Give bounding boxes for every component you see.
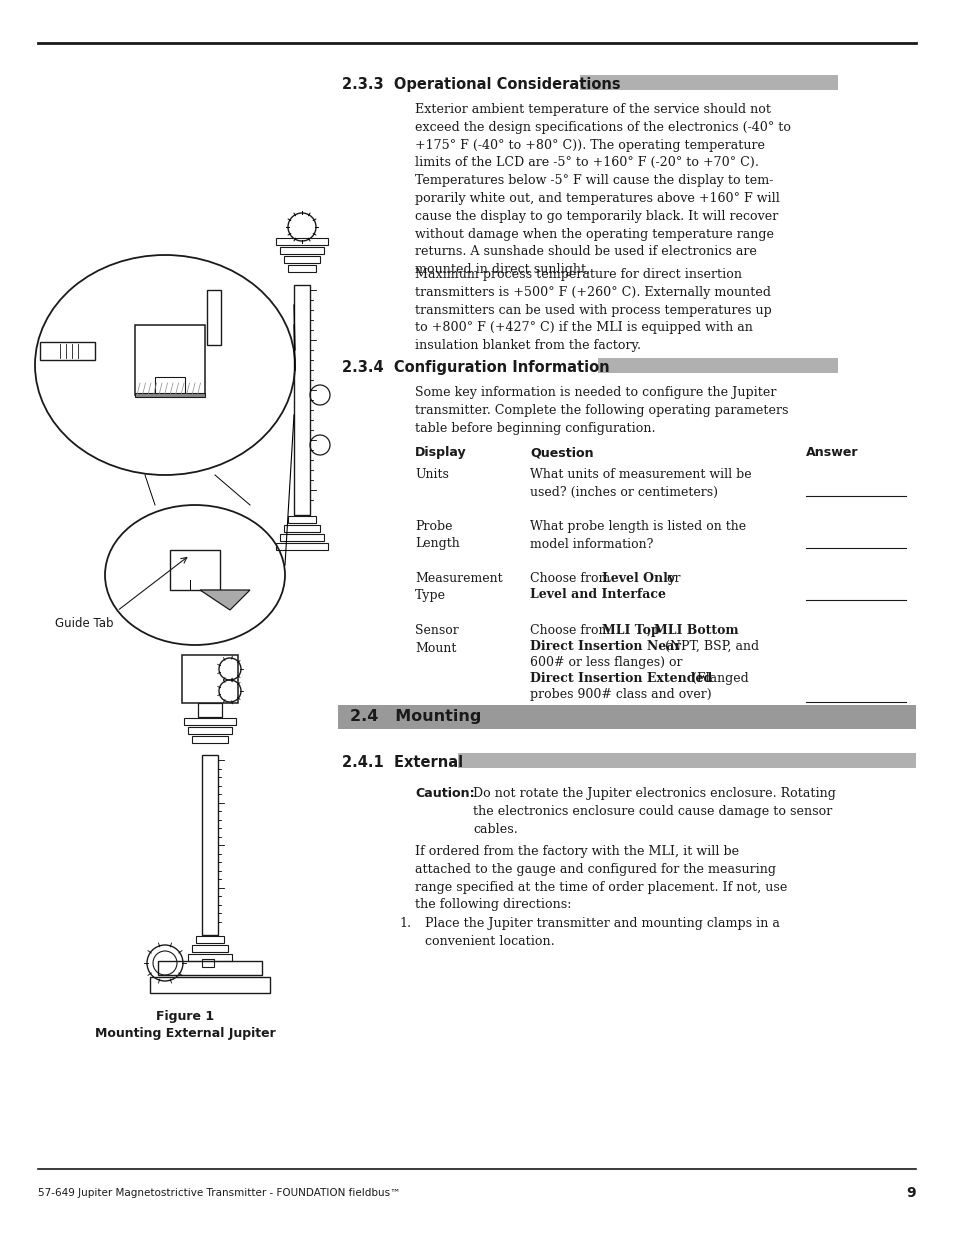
Text: Caution:: Caution:: [415, 787, 475, 800]
Text: Some key information is needed to configure the Jupiter
transmitter. Complete th: Some key information is needed to config…: [415, 387, 788, 435]
Text: Exterior ambient temperature of the service should not
exceed the design specifi: Exterior ambient temperature of the serv…: [415, 103, 790, 277]
Text: What probe length is listed on the
model information?: What probe length is listed on the model…: [530, 520, 745, 551]
Text: 600# or less flanges) or: 600# or less flanges) or: [530, 656, 681, 669]
Bar: [154, 377, 185, 395]
Bar: [195, 936, 224, 944]
Text: Direct Insertion Extended: Direct Insertion Extended: [530, 672, 712, 685]
Text: 2.4   Mounting: 2.4 Mounting: [350, 709, 481, 724]
Text: Display: Display: [415, 446, 466, 459]
Text: probes 900# class and over): probes 900# class and over): [530, 688, 711, 701]
Bar: [598, 358, 837, 373]
Text: MLI Bottom: MLI Bottom: [654, 624, 738, 637]
Bar: [135, 393, 205, 396]
Text: Do not rotate the Jupiter electronics enclosure. Rotating
the electronics enclos: Do not rotate the Jupiter electronics en…: [473, 787, 835, 836]
Text: (NPT, BSP, and: (NPT, BSP, and: [660, 640, 759, 653]
Bar: [184, 718, 235, 725]
Bar: [202, 960, 213, 967]
Bar: [284, 256, 319, 263]
Text: MLI Top: MLI Top: [601, 624, 659, 637]
Bar: [135, 325, 205, 395]
Text: 1.: 1.: [399, 918, 412, 930]
Text: Choose from: Choose from: [530, 572, 614, 585]
Text: Sensor
Mount: Sensor Mount: [415, 624, 458, 655]
Text: Figure 1: Figure 1: [155, 1010, 213, 1023]
Bar: [40, 342, 95, 359]
Bar: [288, 266, 315, 272]
Bar: [294, 285, 310, 515]
Text: Question: Question: [530, 446, 593, 459]
Bar: [158, 961, 262, 974]
Bar: [275, 238, 328, 245]
Text: Place the Jupiter transmitter and mounting clamps in a
convenient location.: Place the Jupiter transmitter and mounti…: [424, 918, 779, 947]
Bar: [192, 736, 228, 743]
Bar: [188, 953, 232, 961]
Text: 9: 9: [905, 1186, 915, 1200]
Text: ,: ,: [646, 624, 654, 637]
Bar: [288, 516, 315, 522]
Text: Direct Insertion Near: Direct Insertion Near: [530, 640, 680, 653]
Bar: [337, 705, 915, 729]
Text: Probe
Length: Probe Length: [415, 520, 459, 551]
Text: What units of measurement will be
used? (inches or centimeters): What units of measurement will be used? …: [530, 468, 751, 499]
Bar: [280, 247, 324, 254]
Bar: [188, 727, 232, 734]
Text: Answer: Answer: [805, 446, 858, 459]
Bar: [275, 543, 328, 550]
Polygon shape: [200, 590, 250, 610]
Bar: [284, 525, 319, 532]
Text: (Flanged: (Flanged: [687, 672, 748, 685]
Text: 2.3.4  Configuration Information: 2.3.4 Configuration Information: [341, 359, 609, 375]
Text: or: or: [662, 572, 679, 585]
Text: Level and Interface: Level and Interface: [530, 588, 665, 601]
Bar: [202, 755, 218, 935]
Bar: [579, 75, 837, 90]
Text: If ordered from the factory with the MLI, it will be
attached to the gauge and c: If ordered from the factory with the MLI…: [415, 845, 786, 911]
Bar: [192, 945, 228, 952]
Bar: [457, 753, 915, 768]
Text: Units: Units: [415, 468, 449, 480]
Bar: [207, 290, 221, 345]
Text: Measurement
Type: Measurement Type: [415, 572, 502, 603]
Bar: [170, 550, 220, 590]
Text: 57-649 Jupiter Magnetostrictive Transmitter - FOUNDATION fieldbus™: 57-649 Jupiter Magnetostrictive Transmit…: [38, 1188, 400, 1198]
Bar: [182, 655, 237, 703]
Text: 2.4.1  External: 2.4.1 External: [341, 755, 462, 769]
Text: Guide Tab: Guide Tab: [55, 618, 113, 630]
Text: Mounting External Jupiter: Mounting External Jupiter: [94, 1028, 275, 1040]
Text: Level Only: Level Only: [601, 572, 675, 585]
Bar: [198, 703, 222, 718]
Bar: [150, 977, 270, 993]
Text: Maximum process temperature for direct insertion
transmitters is +500° F (+260° : Maximum process temperature for direct i…: [415, 268, 771, 352]
Text: 2.3.3  Operational Considerations: 2.3.3 Operational Considerations: [341, 77, 620, 91]
Text: Choose from: Choose from: [530, 624, 614, 637]
Bar: [280, 534, 324, 541]
